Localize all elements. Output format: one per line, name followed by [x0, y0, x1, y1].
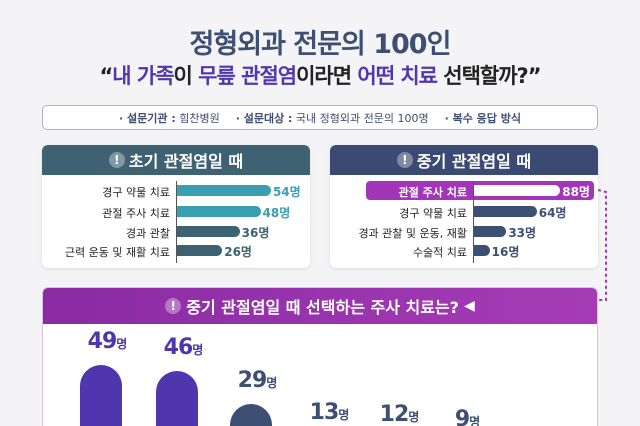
- bar-value: 64명: [538, 206, 567, 220]
- bar-value: 33명: [508, 226, 537, 240]
- column-value: 49명: [87, 329, 128, 355]
- bar-label: 경구 약물 치료: [102, 186, 170, 199]
- bar: [474, 185, 561, 196]
- arrow-left-icon: ◀: [463, 298, 475, 314]
- bar-label: 경구 약물 치료: [399, 207, 467, 220]
- column-bar: [156, 371, 198, 426]
- column-value: 29명: [237, 368, 278, 394]
- column-value: 12명: [379, 401, 420, 426]
- bar: [177, 245, 223, 256]
- bar-label: 수술적 치료: [412, 246, 467, 259]
- page-title: 정형외과 전문의 100인: [189, 29, 452, 60]
- bar-label: 근력 운동 및 재활 치료: [64, 246, 170, 259]
- panel-header: ! 초기 관절염일 때: [42, 145, 310, 175]
- page-subtitle: “내 가족이 무릎 관절염이라면 어떤 치료 선택할까?”: [99, 64, 541, 88]
- bar: [474, 226, 507, 237]
- bar: [177, 206, 261, 217]
- axis-line: [176, 181, 177, 263]
- exclamation-icon: !: [108, 152, 125, 168]
- bar-value: 54명: [272, 185, 301, 199]
- bar-value: 36명: [241, 226, 270, 240]
- bar: [474, 245, 490, 256]
- info-org: · 설문기관 : 힘찬병원: [119, 111, 220, 125]
- bar-value: 26명: [224, 245, 252, 259]
- bar-label: 경과 관찰: [126, 227, 170, 240]
- info-target: · 설문대상 : 국내 정형외과 전문의 100명: [235, 111, 429, 125]
- injection-panel: ! 중기 관절염일 때 선택하는 주사 치료는? ◀ 49명 46명 29명 13명 12명…: [42, 287, 598, 426]
- bar-value: 16명: [491, 245, 520, 259]
- bar-label: 경과 관찰 및 운동, 재활: [358, 227, 467, 240]
- column-bar: [80, 365, 122, 426]
- column-value: 9명: [454, 407, 480, 426]
- info-method: · 복수 응답 방식: [444, 111, 521, 125]
- panel-header: ! 중기 관절염일 때 선택하는 주사 치료는? ◀: [43, 288, 597, 324]
- column-value: 13명: [309, 399, 350, 425]
- column-bar: [230, 404, 272, 426]
- column-value: 46명: [163, 335, 204, 361]
- bar-value: 88명: [562, 185, 590, 199]
- axis-line: [473, 181, 474, 263]
- exclamation-icon: !: [396, 152, 413, 168]
- bar: [474, 206, 537, 217]
- survey-info: · 설문기관 : 힘찬병원 · 설문대상 : 국내 정형외과 전문의 100명 …: [42, 105, 598, 130]
- bar-label: 관절 주사 치료: [398, 186, 467, 199]
- bar-label: 관절 주사 치료: [102, 207, 170, 220]
- panel-header: ! 중기 관절염일 때: [330, 145, 598, 175]
- bar: [177, 226, 240, 237]
- bar-value: 48명: [262, 206, 291, 220]
- bar: [177, 185, 271, 196]
- exclamation-icon: !: [165, 298, 182, 314]
